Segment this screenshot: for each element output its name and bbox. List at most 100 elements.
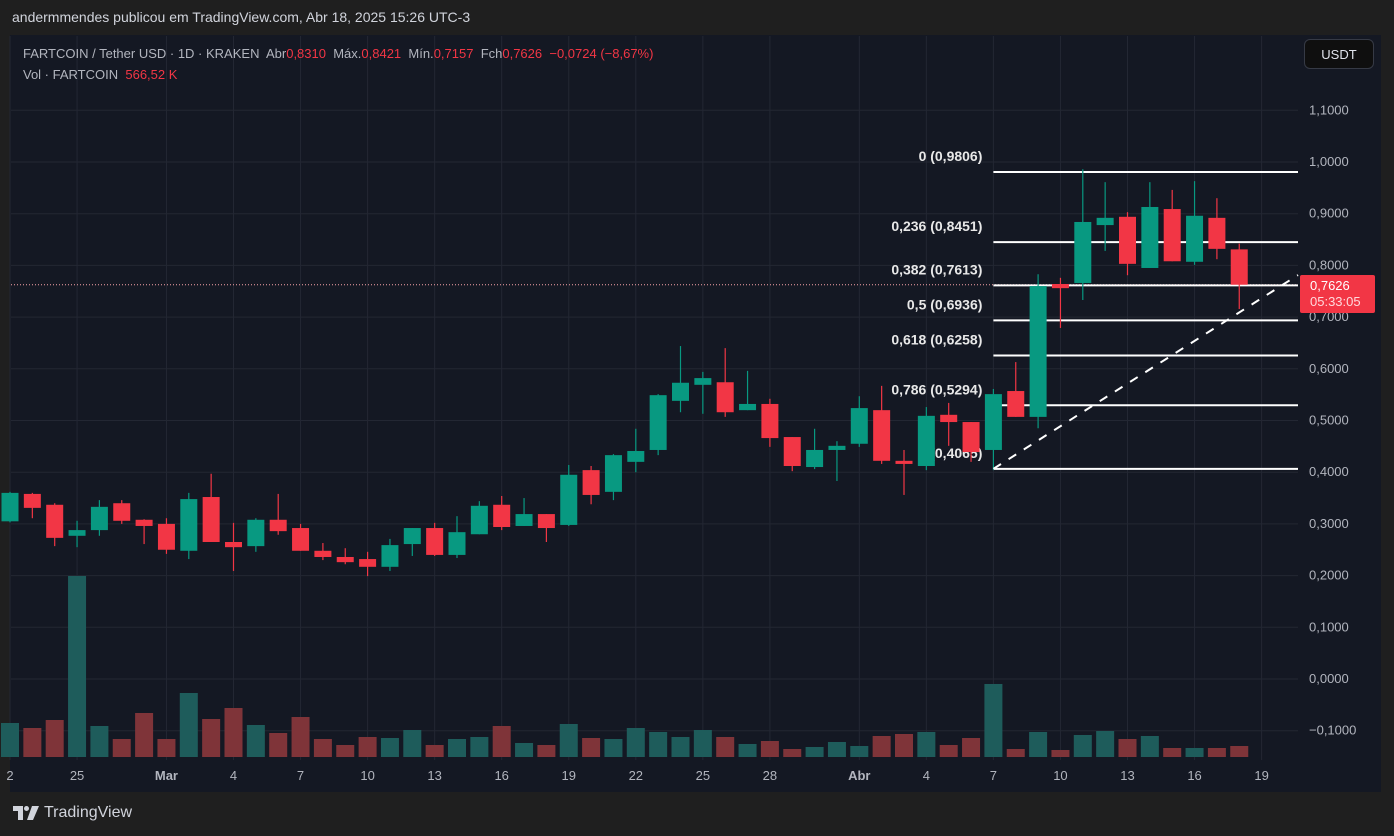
x-tick-label: 16 <box>494 768 508 783</box>
close-value: 0,7626 <box>502 46 543 61</box>
volume-bar <box>425 745 444 757</box>
candle-body <box>180 499 198 551</box>
candle-body <box>604 455 622 492</box>
volume-bar <box>380 737 399 757</box>
symbol-title[interactable]: FARTCOIN / Tether USD · 1D · KRAKEN <box>23 46 260 61</box>
x-tick-label: Mar <box>155 768 178 783</box>
x-tick-label: 10 <box>1053 768 1067 783</box>
candle-body <box>1029 286 1047 417</box>
tradingview-logo[interactable]: TradingView <box>13 804 132 822</box>
volume-bar <box>939 745 958 757</box>
fib-level-label: 0,618 (0,6258) <box>891 331 982 347</box>
candle-body <box>247 519 265 547</box>
volume-bar <box>403 729 422 757</box>
tradingview-logo-text: TradingView <box>44 804 133 821</box>
candle-body <box>806 449 824 468</box>
volume-label[interactable]: Vol · FARTCOIN <box>23 67 119 82</box>
candle-body <box>873 410 891 461</box>
time-axis: 2 25 Mar 4 7 10 13 16 19 22 25 28 Abr 4 7 10 13 16 19 <box>6 768 1268 783</box>
change-value: −0,0724 (−8,67%) <box>549 46 654 61</box>
volume-bar <box>135 713 154 757</box>
y-tick-label: 0,3000 <box>1309 516 1349 531</box>
candle-body <box>1074 221 1092 283</box>
open-value: 0,8310 <box>286 46 326 61</box>
volume-bar <box>872 735 891 757</box>
x-tick-label: 7 <box>990 768 997 783</box>
candle-body <box>1163 209 1181 262</box>
volume-value: 566,52 K <box>125 67 178 82</box>
y-tick-label: 0,4000 <box>1309 464 1349 479</box>
candle-body <box>23 493 41 508</box>
y-tick-label: 0,2000 <box>1309 568 1349 583</box>
volume-bar <box>1 723 19 757</box>
candle-body <box>470 505 488 535</box>
candle-body <box>850 408 868 444</box>
candle-body <box>359 559 377 567</box>
trend-line <box>992 274 1299 470</box>
low-label: Mín. <box>408 46 434 61</box>
candle-body <box>940 414 958 423</box>
volume-bar <box>604 739 623 757</box>
volume-bar <box>738 743 757 757</box>
candle-body <box>314 550 332 557</box>
volume-bar <box>1207 747 1226 757</box>
x-tick-label: 16 <box>1187 768 1201 783</box>
volume-bar <box>917 731 936 757</box>
y-tick-label: 0,5000 <box>1309 413 1349 428</box>
legend-ohlc: FARTCOIN / Tether USD · 1D · KRAKEN Abr0… <box>23 46 653 61</box>
candles <box>1 169 1248 577</box>
x-tick-label: 4 <box>230 768 237 783</box>
candle-body <box>448 532 466 555</box>
volume-bar <box>962 737 981 757</box>
candle-body <box>225 541 242 548</box>
y-tick-label: 1,1000 <box>1309 102 1349 117</box>
y-tick-label: 0,6000 <box>1309 361 1349 376</box>
close-label: Fch <box>480 46 503 61</box>
last-price-badge: 0,7626 05:33:05 <box>1300 275 1375 313</box>
volume-bar <box>492 725 511 757</box>
open-label: Abr <box>265 46 287 61</box>
candle-body <box>783 437 801 466</box>
volume-bar <box>1118 739 1137 757</box>
last-price: 0,7626 <box>1310 278 1350 293</box>
x-tick-label: 25 <box>696 768 710 783</box>
candle-body <box>90 506 108 531</box>
legend-volume: Vol · FARTCOIN 566,52 K <box>23 67 177 82</box>
volume-bar <box>984 683 1003 757</box>
candle-body <box>157 523 175 550</box>
volume-bar <box>850 745 869 757</box>
x-tick-label: 19 <box>562 768 576 783</box>
volume-bar <box>68 575 87 757</box>
volume-bar <box>649 731 668 757</box>
y-tick-label: −0,1000 <box>1309 723 1356 738</box>
candle-body <box>1096 217 1114 226</box>
candle-body <box>537 514 555 529</box>
chart-frame[interactable] <box>10 35 1381 792</box>
volume-bar <box>90 725 109 757</box>
candle-body <box>1230 249 1248 285</box>
volume-bar <box>313 739 332 757</box>
volume-bar <box>1163 747 1182 757</box>
candle-body <box>1 492 19 522</box>
volume-bar <box>112 739 131 757</box>
bar-countdown: 05:33:05 <box>1310 294 1361 309</box>
x-tick-label: 22 <box>629 768 643 783</box>
volume-bar <box>626 727 645 757</box>
candle-body <box>761 403 779 439</box>
volume-bar <box>157 739 176 757</box>
candle-body <box>694 378 712 385</box>
tradingview-logo-icon <box>13 806 39 820</box>
volume-bar <box>448 739 466 757</box>
currency-button[interactable]: USDT <box>1304 39 1374 69</box>
candle-body <box>269 519 287 532</box>
volume-bar <box>179 693 198 757</box>
volume-bar <box>671 737 690 757</box>
candle-body <box>46 504 64 538</box>
candle-body <box>895 460 913 464</box>
low-value: 0,7157 <box>433 46 474 61</box>
candle-body <box>716 382 734 413</box>
candle-body <box>68 530 86 536</box>
candle-body <box>135 519 153 526</box>
volume-bar <box>336 745 355 757</box>
